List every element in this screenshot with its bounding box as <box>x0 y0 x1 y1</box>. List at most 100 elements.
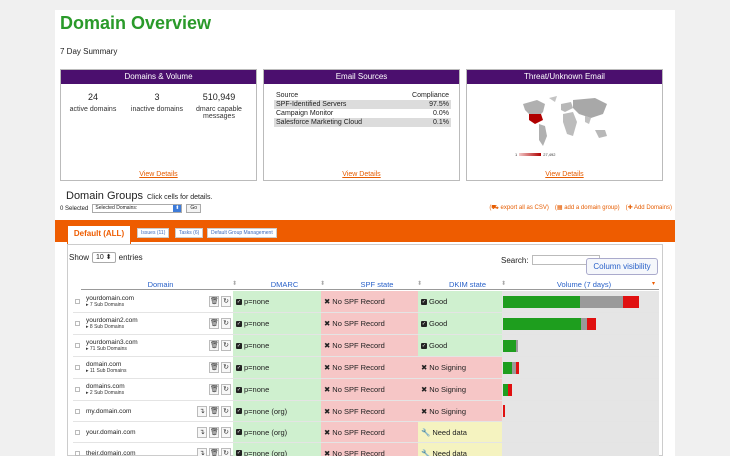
refresh-icon[interactable]: ↻ <box>221 384 231 395</box>
volume-cell[interactable] <box>502 379 659 400</box>
trash-icon[interactable]: 🗑 <box>209 362 219 373</box>
row-checkbox[interactable] <box>73 335 81 356</box>
domain-cell[interactable]: yourdomain3.com ▸ 71 Sub Domains 🗑 ↻ <box>81 335 233 356</box>
sub-domains-toggle[interactable]: ▸ 8 Sub Domains <box>86 324 125 330</box>
table-row[interactable]: my.domain.com ↴ 🗑 ↻ ✓ p=none (org) ✖ No SPF Rec… <box>73 401 659 422</box>
go-button[interactable]: Go <box>186 204 202 213</box>
dkim-cell[interactable]: ✓ Good <box>418 335 502 356</box>
spf-cell[interactable]: ✖ No SPF Record <box>321 401 418 421</box>
source-row[interactable]: Salesforce Marketing Cloud 0.1% <box>274 118 451 127</box>
table-row[interactable]: domains.com ▸ 2 Sub Domains 🗑 ↻ ✓ p=none ✖ No S… <box>73 379 659 401</box>
tab-tasks[interactable]: Tasks (6) <box>175 228 204 238</box>
spf-cell[interactable]: ✖ No SPF Record <box>321 422 418 442</box>
domain-cell[interactable]: your.domain.com ↴ 🗑 ↻ <box>81 422 233 442</box>
volume-cell[interactable] <box>502 291 659 312</box>
spf-cell[interactable]: ✖ No SPF Record <box>321 443 418 456</box>
refresh-icon[interactable]: ↻ <box>221 448 231 456</box>
dmarc-cell[interactable]: ✓ p=none <box>233 313 321 334</box>
dkim-cell[interactable]: 🔧 Need data <box>418 443 502 456</box>
table-row[interactable]: yourdomain3.com ▸ 71 Sub Domains 🗑 ↻ ✓ p=none… <box>73 335 659 357</box>
trash-icon[interactable]: 🗑 <box>209 448 219 456</box>
trash-icon[interactable]: 🗑 <box>209 384 219 395</box>
refresh-icon[interactable]: ↻ <box>221 296 231 307</box>
sub-domains-toggle[interactable]: ▸ 2 Sub Domains <box>86 390 125 396</box>
dkim-cell[interactable]: 🔧 Need data <box>418 422 502 442</box>
tab-default[interactable]: Default (ALL) <box>67 225 131 244</box>
refresh-icon[interactable]: ↻ <box>221 318 231 329</box>
row-checkbox[interactable] <box>73 357 81 378</box>
trash-icon[interactable]: 🗑 <box>209 340 219 351</box>
domain-cell[interactable]: their.domain.com ↴ 🗑 ↻ <box>81 443 233 456</box>
sub-domains-toggle[interactable]: ▸ 11 Sub Domains <box>86 368 127 374</box>
tab-issues[interactable]: Issues (11) <box>137 228 170 238</box>
view-details-link[interactable]: View Details <box>342 171 381 178</box>
volume-cell[interactable] <box>502 443 659 456</box>
export-csv-link[interactable]: (⛟ export all as CSV) <box>489 205 549 211</box>
domain-cell[interactable]: domains.com ▸ 2 Sub Domains 🗑 ↻ <box>81 379 233 400</box>
row-checkbox[interactable] <box>73 379 81 400</box>
column-visibility-button[interactable]: Column visibility <box>586 258 658 275</box>
refresh-icon[interactable]: ↻ <box>221 427 231 438</box>
dkim-cell[interactable]: ✓ Good <box>418 313 502 334</box>
domain-cell[interactable]: my.domain.com ↴ 🗑 ↻ <box>81 401 233 421</box>
world-map-icon[interactable] <box>515 90 615 150</box>
view-details-link[interactable]: View Details <box>139 171 178 178</box>
sub-domains-toggle[interactable]: ▸ 7 Sub Domains <box>86 302 125 308</box>
domains-select[interactable]: Selected Domains: ⬍ <box>92 204 183 213</box>
header-volume[interactable]: Volume (7 days) ▾ <box>510 279 659 289</box>
spf-cell[interactable]: ✖ No SPF Record <box>321 357 418 378</box>
fork-icon[interactable]: ↴ <box>197 427 207 438</box>
sub-domains-toggle[interactable]: ▸ 71 Sub Domains <box>86 346 127 352</box>
spf-cell[interactable]: ✖ No SPF Record <box>321 291 418 312</box>
dmarc-cell[interactable]: ✓ p=none <box>233 357 321 378</box>
trash-icon[interactable]: 🗑 <box>209 427 219 438</box>
table-row[interactable]: domain.com ▸ 11 Sub Domains 🗑 ↻ ✓ p=none ✖ No S… <box>73 357 659 379</box>
dkim-cell[interactable]: ✖ No Signing <box>418 401 502 421</box>
domain-cell[interactable]: yourdomain2.com ▸ 8 Sub Domains 🗑 ↻ <box>81 313 233 334</box>
spf-cell[interactable]: ✖ No SPF Record <box>321 313 418 334</box>
domain-cell[interactable]: yourdomain.com ▸ 7 Sub Domains 🗑 ↻ <box>81 291 233 312</box>
dmarc-cell[interactable]: ✓ p=none <box>233 379 321 400</box>
trash-icon[interactable]: 🗑 <box>209 406 219 417</box>
row-checkbox[interactable] <box>73 443 81 456</box>
trash-icon[interactable]: 🗑 <box>209 318 219 329</box>
spf-cell[interactable]: ✖ No SPF Record <box>321 379 418 400</box>
volume-cell[interactable] <box>502 335 659 356</box>
header-spf[interactable]: SPF state ⬍ <box>329 279 426 289</box>
table-row[interactable]: yourdomain2.com ▸ 8 Sub Domains 🗑 ↻ ✓ p=none ✖… <box>73 313 659 335</box>
dmarc-cell[interactable]: ✓ p=none (org) <box>233 443 321 456</box>
dmarc-cell[interactable]: ✓ p=none <box>233 291 321 312</box>
source-row[interactable]: Campaign Monitor 0.0% <box>274 109 451 118</box>
fork-icon[interactable]: ↴ <box>197 406 207 417</box>
dkim-cell[interactable]: ✓ Good <box>418 291 502 312</box>
table-row[interactable]: your.domain.com ↴ 🗑 ↻ ✓ p=none (org) ✖ No SPF R… <box>73 422 659 443</box>
refresh-icon[interactable]: ↻ <box>221 340 231 351</box>
trash-icon[interactable]: 🗑 <box>209 296 219 307</box>
header-domain[interactable]: Domain ⬍ <box>81 279 241 289</box>
spf-cell[interactable]: ✖ No SPF Record <box>321 335 418 356</box>
refresh-icon[interactable]: ↻ <box>221 362 231 373</box>
row-checkbox[interactable] <box>73 401 81 421</box>
refresh-icon[interactable]: ↻ <box>221 406 231 417</box>
dkim-cell[interactable]: ✖ No Signing <box>418 379 502 400</box>
domain-cell[interactable]: domain.com ▸ 11 Sub Domains 🗑 ↻ <box>81 357 233 378</box>
dmarc-cell[interactable]: ✓ p=none (org) <box>233 401 321 421</box>
source-row[interactable]: SPF-Identified Servers 97.5% <box>274 100 451 109</box>
volume-cell[interactable] <box>502 422 659 442</box>
add-domain-group-link[interactable]: (▦ add a domain group) <box>554 205 620 211</box>
volume-cell[interactable] <box>502 313 659 334</box>
table-row[interactable]: their.domain.com ↴ 🗑 ↻ ✓ p=none (org) ✖ No SPF … <box>73 443 659 456</box>
view-details-link[interactable]: View Details <box>545 171 584 178</box>
add-domains-link[interactable]: (✚ Add Domains) <box>625 205 672 211</box>
fork-icon[interactable]: ↴ <box>197 448 207 456</box>
header-dkim[interactable]: DKIM state ⬍ <box>426 279 510 289</box>
table-row[interactable]: yourdomain.com ▸ 7 Sub Domains 🗑 ↻ ✓ p=none ✖ N… <box>73 291 659 313</box>
row-checkbox[interactable] <box>73 313 81 334</box>
dmarc-cell[interactable]: ✓ p=none <box>233 335 321 356</box>
volume-cell[interactable] <box>502 401 659 421</box>
row-checkbox[interactable] <box>73 291 81 312</box>
dmarc-cell[interactable]: ✓ p=none (org) <box>233 422 321 442</box>
row-checkbox[interactable] <box>73 422 81 442</box>
header-dmarc[interactable]: DMARC ⬍ <box>241 279 329 289</box>
tab-group-management[interactable]: Default Group Management <box>207 228 277 238</box>
